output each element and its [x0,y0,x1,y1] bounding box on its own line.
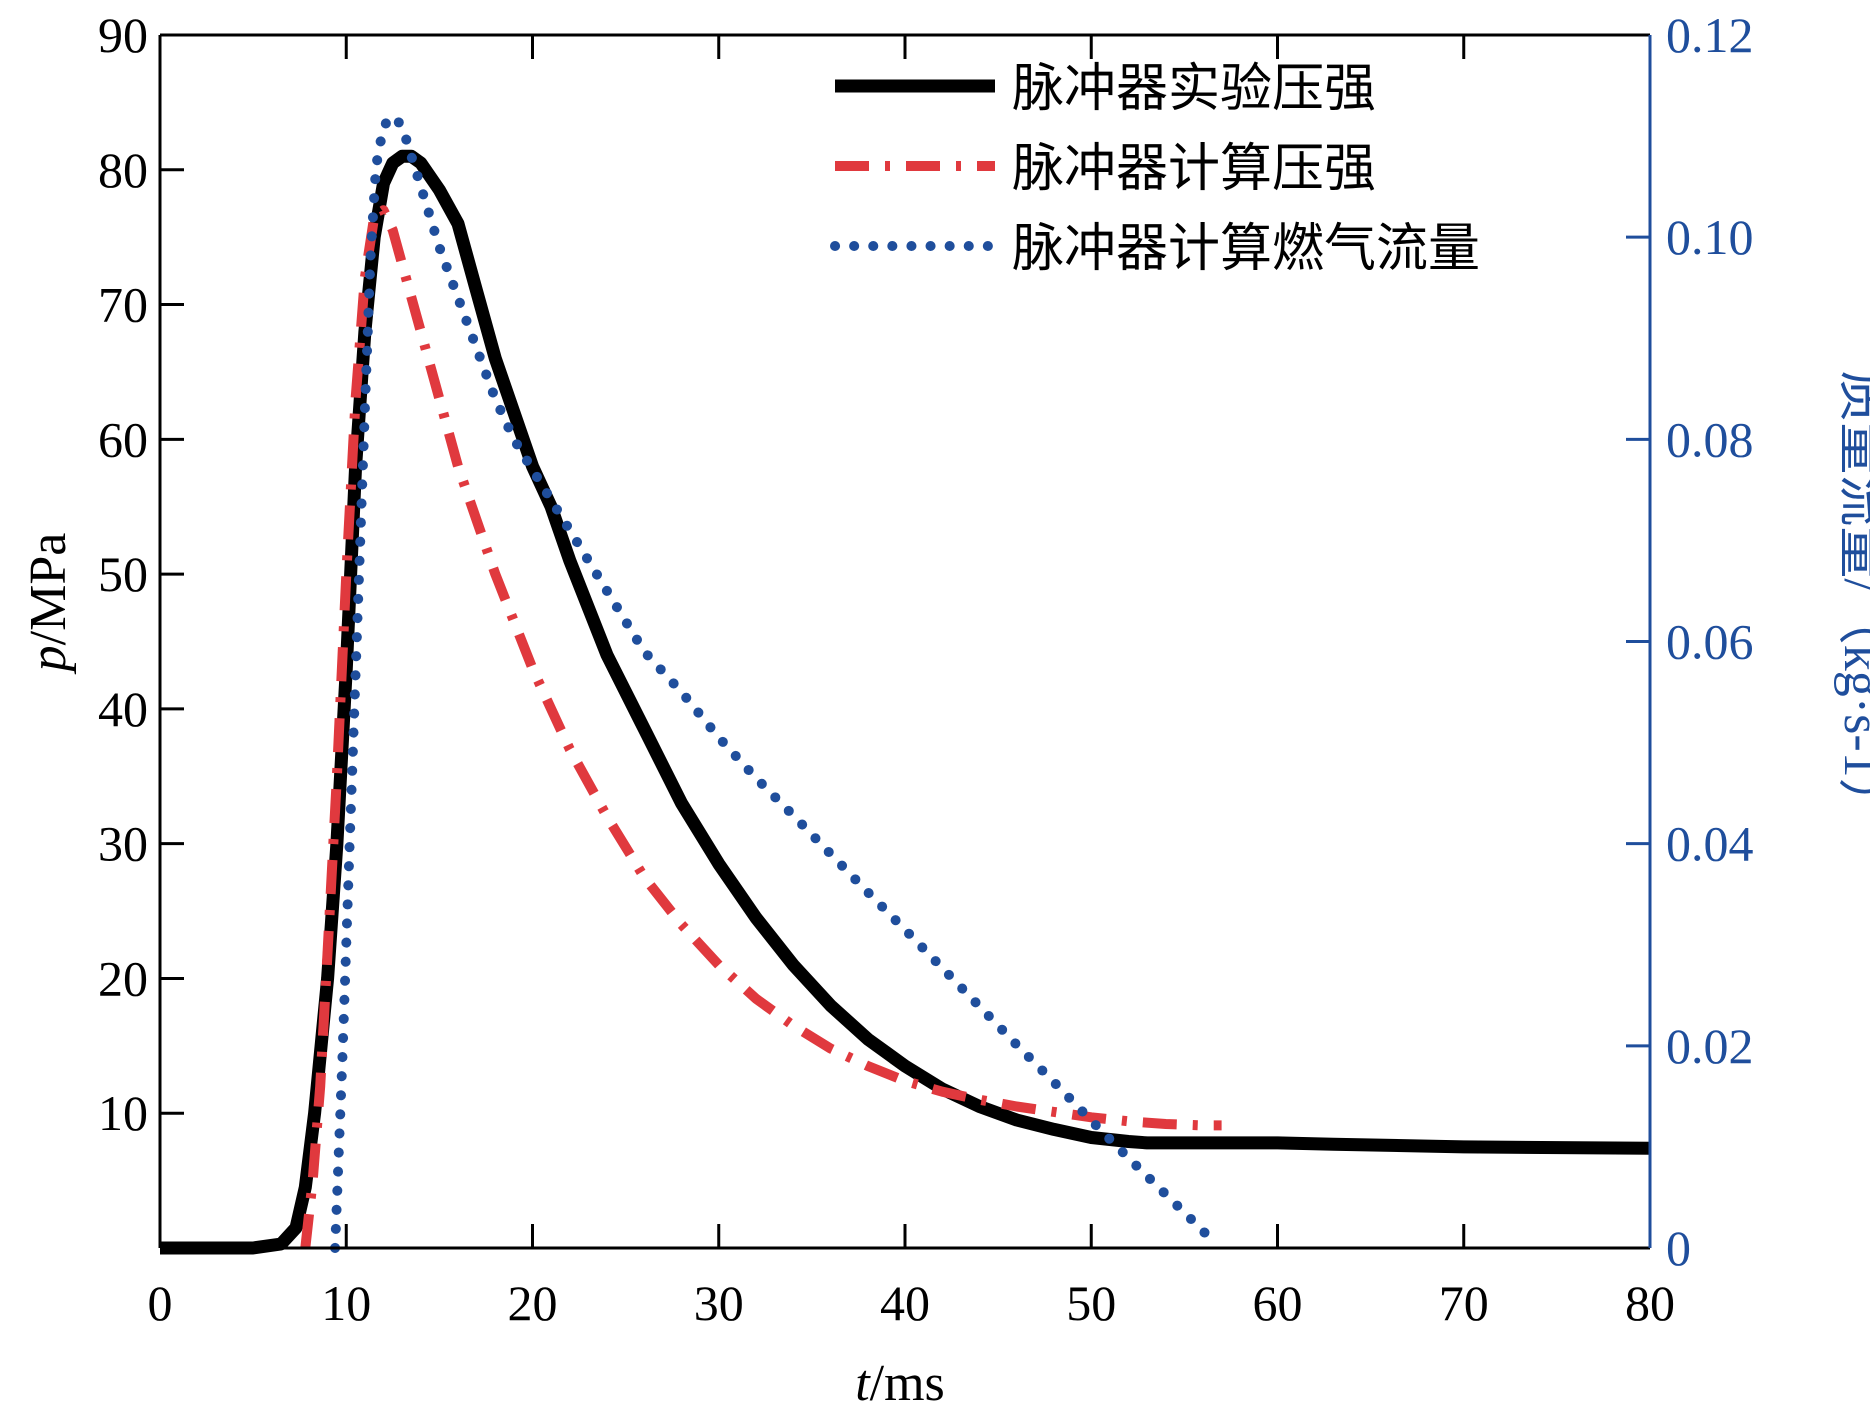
y-left-axis-title: p/MPa [20,533,77,676]
legend-label-3: 脉冲器计算燃气流量 [1012,219,1480,279]
y-right-tick-label: 0 [1666,1220,1691,1276]
y-right-tick-label: 0.06 [1666,614,1754,670]
x-tick-label: 80 [1625,1275,1675,1331]
y-right-tick-label: 0.04 [1666,816,1754,872]
x-tick-label: 0 [148,1275,173,1331]
x-tick-label: 40 [880,1275,930,1331]
x-axis-unit: /ms [870,1355,945,1412]
legend-label-1: 脉冲器实验压强 [1012,59,1376,119]
y-left-tick-label: 60 [98,411,148,467]
y-left-tick-label: 10 [98,1085,148,1141]
y-left-tick-label: 80 [98,142,148,198]
y-right-axis-title: 质量流量/（kg·s-1） [1833,370,1870,829]
y-right-tick-label: 0.08 [1666,411,1754,467]
x-tick-label: 60 [1253,1275,1303,1331]
series-layer [160,110,1651,1255]
y-left-tick-label: 50 [98,546,148,602]
x-axis-title: t/ms [855,1355,945,1412]
y-right-tick-label: 0.02 [1666,1018,1754,1074]
y-left-tick-label: 30 [98,816,148,872]
x-tick-label: 10 [321,1275,371,1331]
series-line-2 [300,205,1222,1249]
y-right-tick-label: 0.10 [1666,209,1754,265]
tick-layer: 0 10 20 30 40 50 60 70 80 10 20 30 40 50 60 70 80 90 0 0.02… [98,7,1754,1331]
y-left-tick-label: 70 [98,277,148,333]
x-tick-label: 30 [694,1275,744,1331]
y-left-axis-variable: p [20,645,77,675]
x-tick-label: 50 [1066,1275,1116,1331]
series-line-3 [330,110,1221,1253]
y-left-tick-label: 90 [98,7,148,63]
x-tick-label: 70 [1439,1275,1489,1331]
y-left-tick-label: 40 [98,681,148,737]
y-left-tick-label: 20 [98,950,148,1006]
x-axis-variable: t [855,1355,871,1412]
x-tick-label: 20 [508,1275,558,1331]
legend-label-2: 脉冲器计算压强 [1012,139,1376,199]
y-left-axis-unit: /MPa [20,533,77,646]
series-line-1 [160,149,1651,1255]
y-right-tick-label: 0.12 [1666,7,1754,63]
